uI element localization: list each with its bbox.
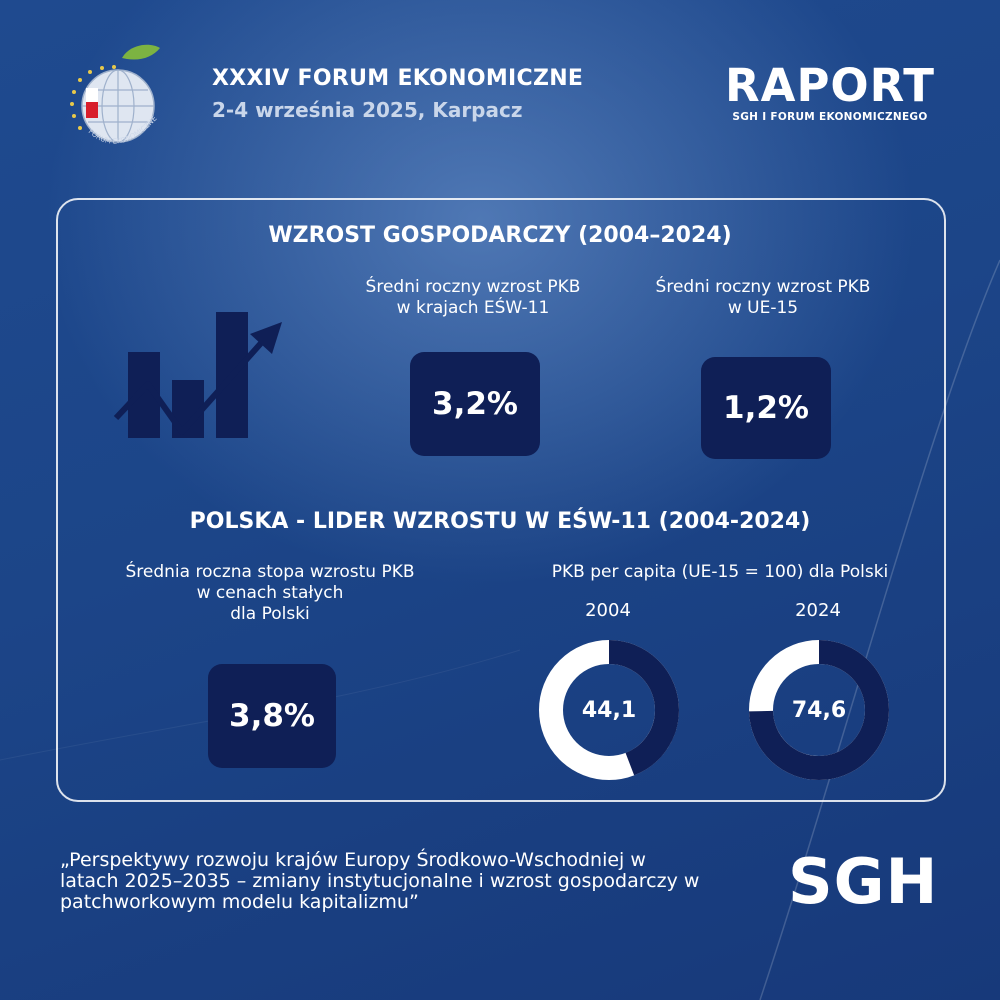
donut-2004: 44,1 bbox=[539, 640, 679, 780]
forum-date-location: 2-4 września 2025, Karpacz bbox=[212, 98, 523, 122]
per-capita-label: PKB per capita (UE-15 = 100) dla Polski bbox=[551, 562, 889, 582]
donut-value-2004: 44,1 bbox=[581, 697, 637, 723]
stat-label-esw11: Średni roczny wzrost PKB w krajach EŚW-1… bbox=[365, 277, 581, 318]
poland-growth-label: Średnia roczna stopa wzrostu PKB w cenac… bbox=[125, 562, 415, 624]
growth-chart-icon bbox=[113, 312, 282, 438]
stat-value-esw11: 3,2% bbox=[410, 352, 540, 456]
raport-title: RAPORT bbox=[724, 59, 936, 112]
year-2024: 2024 bbox=[795, 600, 841, 621]
raport-logo: RAPORT SGH I FORUM EKONOMICZNEGO bbox=[710, 59, 950, 124]
donut-2024: 74,6 bbox=[749, 640, 889, 780]
stat-value-ue15: 1,2% bbox=[701, 357, 831, 459]
raport-subtitle: SGH I FORUM EKONOMICZNEGO bbox=[732, 111, 928, 123]
year-2004: 2004 bbox=[585, 600, 631, 621]
content-card bbox=[56, 198, 946, 802]
eu-stars-icon bbox=[70, 65, 116, 130]
donut-value-arc bbox=[539, 640, 679, 780]
leaf-icon bbox=[122, 44, 160, 60]
forum-logo: FORUM EKONOMICZNE bbox=[70, 44, 160, 146]
poland-growth-value: 3,8% bbox=[208, 664, 336, 768]
sgh-logo: SGH bbox=[788, 845, 939, 918]
donut-value-2024: 74,6 bbox=[791, 697, 847, 723]
section-heading-growth: WZROST GOSPODARCZY (2004–2024) bbox=[268, 223, 732, 248]
section-heading-poland: POLSKA - LIDER WZROSTU W EŚW-11 (2004-20… bbox=[189, 509, 811, 534]
report-title-quote: „Perspektywy rozwoju krajów Europy Środk… bbox=[60, 849, 700, 913]
stat-label-ue15: Średni roczny wzrost PKB w UE-15 bbox=[655, 277, 871, 318]
donut-value-arc bbox=[749, 640, 889, 780]
forum-title: XXXIV FORUM EKONOMICZNE bbox=[212, 66, 584, 91]
